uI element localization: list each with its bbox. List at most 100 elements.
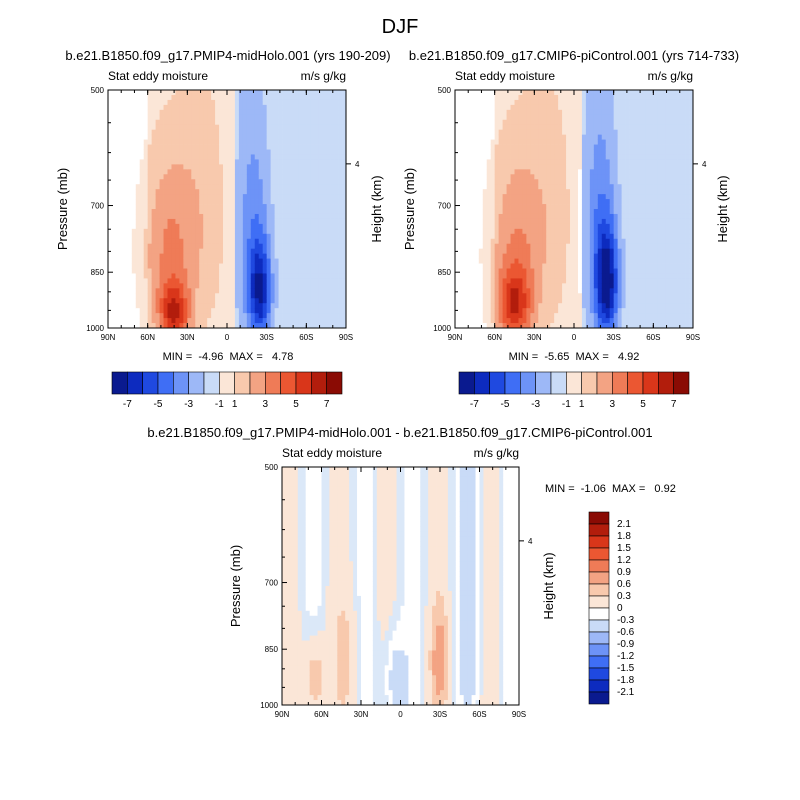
heatmap-cell (187, 228, 192, 235)
heatmap-cell (203, 248, 208, 255)
heatmap-cell (155, 253, 160, 259)
heatmap-cell (490, 134, 496, 140)
heatmap-cell (601, 174, 607, 180)
heatmap-cell (314, 199, 319, 205)
heatmap-cell (342, 204, 347, 210)
heatmap-cell (223, 268, 228, 274)
heatmap-cell (108, 129, 113, 136)
heatmap-cell (234, 228, 240, 235)
heatmap-cell (562, 184, 567, 190)
heatmap-cell (506, 149, 511, 155)
heatmap-cell (558, 189, 563, 195)
heatmap-cell (330, 263, 335, 269)
heatmap-cell (211, 313, 216, 319)
heatmap-cell (274, 164, 279, 170)
heatmap-cell (462, 199, 468, 205)
heatmap-cell (605, 109, 611, 116)
heatmap-cell (123, 94, 129, 101)
heatmap-cell (478, 263, 484, 269)
heatmap-cell (155, 99, 160, 106)
heatmap-cell (167, 139, 172, 145)
heatmap-cell (530, 318, 535, 324)
heatmap-cell (163, 144, 168, 150)
heatmap-cell (574, 199, 579, 205)
heatmap-cell (175, 268, 180, 274)
heatmap-cell (266, 149, 272, 155)
heatmap-cell (227, 159, 232, 165)
heatmap-cell (589, 139, 595, 145)
heatmap-cell (223, 144, 228, 150)
heatmap-cell (108, 189, 113, 195)
heatmap-cell (127, 209, 133, 215)
heatmap-cell (270, 223, 275, 230)
heatmap-cell (227, 204, 232, 210)
heatmap-cell (135, 94, 141, 101)
heatmap-cell (215, 109, 220, 116)
heatmap-cell (314, 174, 319, 180)
heatmap-cell (262, 109, 268, 116)
heatmap-cell (330, 268, 335, 274)
heatmap-cell (510, 228, 515, 235)
heatmap-cell (199, 288, 204, 294)
heatmap-cell (534, 298, 539, 304)
heatmap-cell (203, 169, 208, 175)
heatmap-cell (562, 94, 567, 101)
heatmap-cell (514, 238, 519, 245)
heatmap-cell (211, 308, 216, 314)
heatmap-cell (466, 303, 472, 309)
heatmap-cell (542, 189, 547, 195)
heatmap-cell (262, 268, 268, 274)
heatmap-cell (577, 179, 583, 185)
heatmap-cell (199, 233, 204, 240)
heatmap-cell (474, 194, 480, 200)
heatmap-cell (143, 278, 149, 284)
heatmap-cell (593, 134, 599, 140)
heatmap-cell (159, 283, 164, 289)
heatmap-cell (334, 90, 339, 96)
heatmap-cell (171, 298, 176, 304)
heatmap-cell (478, 139, 484, 145)
heatmap-cell (498, 144, 503, 150)
heatmap-cell (127, 139, 133, 145)
heatmap-cell (227, 308, 232, 314)
heatmap-cell (478, 268, 484, 274)
heatmap-cell (111, 278, 117, 284)
heatmap-cell (203, 213, 208, 220)
heatmap-cell (199, 169, 204, 175)
heatmap-cell (195, 213, 200, 220)
heatmap-cell (601, 263, 607, 269)
heatmap-cell (234, 109, 240, 116)
heatmap-cell (207, 233, 212, 240)
heatmap-cell (108, 94, 113, 101)
heatmap-cell (502, 248, 507, 255)
heatmap-cell (326, 139, 331, 145)
heatmap-cell (542, 174, 547, 180)
heatmap-cell (338, 253, 343, 259)
heatmap-cell (617, 204, 622, 210)
heatmap-cell (139, 273, 145, 279)
heatmap-cell (514, 144, 519, 150)
heatmap-cell (570, 90, 575, 96)
heatmap-cell (111, 228, 117, 235)
heatmap-cell (502, 308, 507, 314)
heatmap-cell (486, 134, 492, 140)
heatmap-cell (542, 248, 547, 255)
heatmap-cell (171, 218, 176, 225)
heatmap-cell (223, 293, 228, 299)
heatmap-cell (262, 263, 268, 269)
heatmap-cell (175, 139, 180, 145)
heatmap-cell (219, 283, 224, 289)
heatmap-cell (585, 144, 591, 150)
heatmap-cell (558, 228, 563, 235)
heatmap-cell (191, 199, 196, 205)
heatmap-cell (562, 253, 567, 259)
heatmap-cell (123, 164, 129, 170)
heatmap-cell (466, 233, 472, 240)
heatmap-cell (550, 209, 555, 215)
heatmap-cell (455, 204, 460, 210)
heatmap-cell (147, 194, 153, 200)
heatmap-cell (203, 308, 208, 314)
heatmap-cell (171, 253, 176, 259)
heatmap-cell (518, 109, 523, 116)
heatmap-cell (534, 228, 539, 235)
